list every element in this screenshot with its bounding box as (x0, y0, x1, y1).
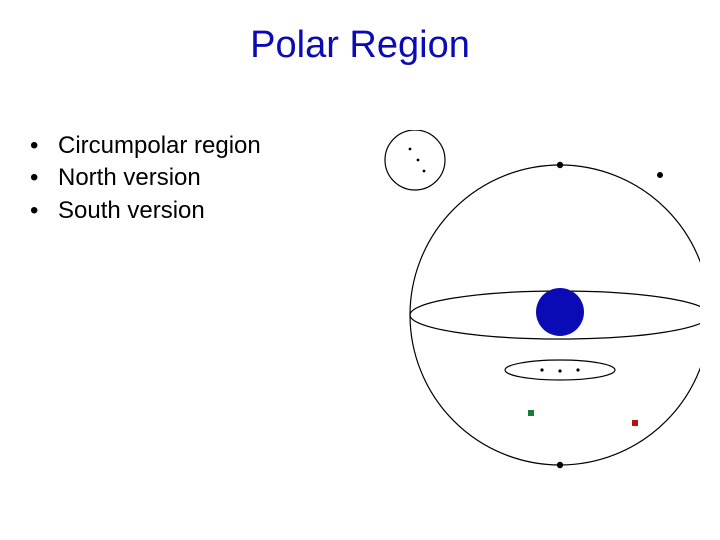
bullet-text: North version (58, 162, 201, 194)
bullet-marker: • (30, 195, 58, 227)
polar-diagram (360, 130, 700, 470)
bullet-marker: • (30, 130, 58, 162)
bullet-list: • Circumpolar region • North version • S… (30, 130, 261, 227)
slide: { "title": { "text": "Polar Region", "co… (0, 0, 720, 540)
list-item: • South version (30, 195, 261, 227)
bullet-marker: • (30, 162, 58, 194)
list-item: • North version (30, 162, 261, 194)
bullet-text: South version (58, 195, 205, 227)
bullet-text: Circumpolar region (58, 130, 261, 162)
list-item: • Circumpolar region (30, 130, 261, 162)
page-title: Polar Region (0, 24, 720, 67)
